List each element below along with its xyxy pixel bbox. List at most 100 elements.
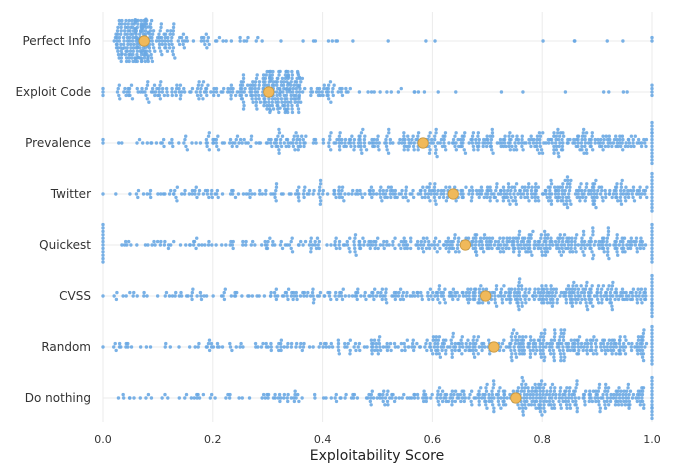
- data-point: [273, 97, 277, 101]
- data-point: [559, 331, 563, 336]
- data-point: [470, 137, 474, 142]
- data-point: [533, 185, 538, 189]
- data-point: [570, 297, 575, 302]
- data-point: [625, 90, 629, 94]
- data-point: [148, 32, 152, 36]
- data-point: [579, 341, 584, 346]
- data-point: [294, 86, 299, 91]
- data-point: [214, 86, 219, 91]
- data-point: [419, 290, 423, 295]
- data-point: [470, 134, 475, 138]
- data-point: [473, 243, 478, 247]
- data-point: [559, 406, 563, 410]
- data-point: [428, 287, 433, 291]
- data-point: [486, 188, 491, 193]
- data-point: [521, 338, 526, 342]
- data-point: [385, 239, 389, 244]
- data-point: [176, 39, 180, 43]
- data-point: [476, 352, 480, 356]
- data-point: [433, 246, 437, 251]
- data-point: [595, 195, 599, 200]
- data-point: [650, 341, 654, 346]
- data-point: [285, 294, 289, 298]
- data-point: [170, 93, 174, 98]
- data-point: [171, 144, 175, 149]
- data-point: [258, 192, 262, 196]
- data-point: [148, 192, 152, 196]
- data-point: [394, 294, 398, 298]
- data-point: [539, 233, 544, 237]
- data-point: [603, 389, 607, 393]
- data-point: [650, 127, 654, 132]
- data-point: [527, 290, 531, 295]
- data-point: [273, 392, 277, 397]
- data-point: [453, 134, 457, 138]
- data-point: [518, 243, 523, 247]
- data-point: [550, 345, 554, 349]
- data-point: [447, 141, 451, 145]
- data-point: [435, 294, 440, 298]
- data-point: [349, 144, 353, 149]
- data-point: [579, 188, 584, 193]
- data-point: [461, 294, 466, 298]
- data-point: [502, 284, 506, 288]
- data-point: [241, 192, 246, 196]
- data-point: [271, 80, 275, 84]
- data-point: [339, 290, 343, 295]
- data-point: [650, 158, 654, 162]
- data-point: [160, 90, 165, 94]
- mean-marker: [263, 86, 275, 98]
- data-point: [551, 399, 555, 404]
- data-point: [489, 192, 494, 196]
- data-point: [545, 301, 550, 305]
- data-point: [580, 134, 585, 138]
- data-point: [409, 141, 413, 145]
- data-point: [560, 396, 564, 400]
- data-point: [432, 188, 437, 193]
- data-point: [317, 192, 321, 196]
- data-point: [263, 192, 268, 196]
- data-point: [163, 35, 167, 40]
- data-point: [388, 192, 393, 196]
- data-point: [321, 345, 325, 349]
- data-point: [127, 86, 132, 91]
- data-point: [275, 294, 280, 298]
- data-point: [425, 236, 429, 240]
- data-point: [311, 287, 315, 291]
- data-point: [628, 389, 633, 393]
- data-point: [593, 141, 597, 145]
- data-point: [239, 86, 244, 91]
- data-point: [589, 341, 593, 346]
- data-point: [634, 290, 638, 295]
- data-point: [543, 253, 548, 257]
- data-point: [502, 396, 506, 400]
- data-point: [570, 287, 574, 291]
- data-point: [498, 137, 503, 142]
- data-point: [127, 239, 131, 244]
- data-point: [489, 141, 493, 145]
- data-point: [594, 338, 599, 342]
- data-point: [516, 338, 520, 342]
- data-point: [532, 290, 537, 295]
- data-point: [642, 403, 646, 407]
- data-point: [279, 396, 283, 400]
- data-point: [209, 90, 213, 94]
- data-point: [552, 403, 556, 407]
- data-point: [534, 406, 538, 410]
- data-point: [645, 195, 649, 200]
- data-point: [350, 192, 354, 196]
- data-point: [580, 195, 585, 200]
- data-point: [562, 202, 566, 206]
- data-point: [576, 338, 580, 342]
- data-point: [322, 294, 327, 298]
- data-point: [222, 141, 227, 145]
- data-point: [529, 338, 533, 342]
- data-point: [160, 39, 164, 43]
- data-point: [547, 141, 551, 145]
- data-point: [284, 144, 288, 149]
- data-point: [569, 178, 573, 183]
- data-point: [429, 348, 434, 353]
- data-point: [560, 185, 565, 189]
- data-point: [159, 35, 164, 40]
- data-point: [644, 137, 649, 142]
